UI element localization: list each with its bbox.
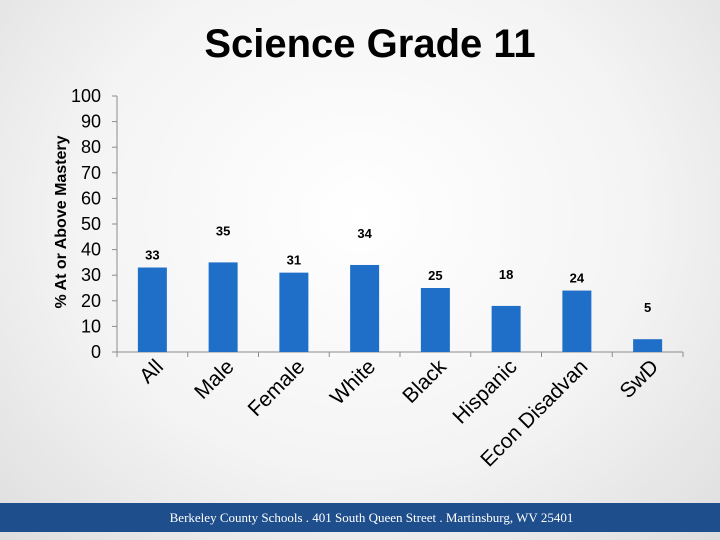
bar (420, 288, 450, 352)
y-tick-label: 60 (81, 188, 101, 208)
x-category-label: All (135, 355, 168, 388)
y-tick-label: 50 (81, 214, 101, 234)
footer-bar: Berkeley County Schools . 401 South Quee… (0, 503, 720, 532)
bar (279, 272, 309, 352)
bar (350, 264, 380, 352)
y-tick-label: 90 (81, 112, 101, 132)
footer-text: Berkeley County Schools . 401 South Quee… (169, 510, 574, 525)
y-axis-title-group: % At or Above Mastery (53, 135, 70, 308)
bar (137, 267, 167, 352)
bar (491, 305, 521, 352)
y-tick-label: 100 (71, 86, 101, 106)
data-label: 34 (357, 226, 372, 241)
y-tick-label: 40 (81, 240, 101, 260)
bar (633, 339, 663, 352)
bar (562, 290, 592, 352)
y-ticks: 0 10 20 30 40 50 60 70 80 90 100 (71, 86, 117, 362)
bars (137, 262, 663, 352)
x-category-label: White (326, 355, 380, 409)
data-label: 5 (644, 300, 651, 315)
x-category-label: Hispanic (448, 355, 521, 428)
data-label: 18 (499, 267, 513, 282)
data-label: 31 (287, 253, 301, 268)
x-category-label: SwD (616, 355, 664, 403)
x-category-label: Female (244, 355, 310, 421)
y-axis-title: % At or Above Mastery (53, 135, 70, 308)
bar (208, 262, 238, 352)
data-label: 33 (145, 248, 159, 263)
data-label: 25 (428, 268, 442, 283)
data-labels: 33 35 31 34 25 18 24 5 (145, 223, 651, 315)
data-label: 24 (570, 271, 585, 286)
y-tick-label: 10 (81, 316, 101, 336)
axes (116, 96, 684, 357)
y-tick-label: 30 (81, 265, 101, 285)
y-tick-label: 80 (81, 137, 101, 157)
x-category-label: Black (398, 355, 451, 408)
y-tick-label: 70 (81, 163, 101, 183)
y-tick-label: 20 (81, 291, 101, 311)
chart-title: Science Grade 11 (204, 22, 536, 66)
y-tick-label: 0 (91, 342, 101, 362)
x-category-label: Male (190, 355, 238, 403)
data-label: 35 (216, 223, 230, 238)
